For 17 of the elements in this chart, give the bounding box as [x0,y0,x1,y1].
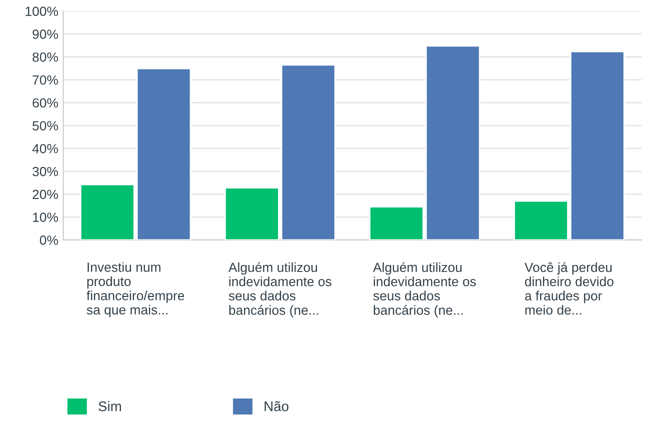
x-tick-label: Alguém utilizou indevidamente os seus dados bancários (ne... [228,262,332,318]
y-tick-label: 0% [40,236,58,245]
x-tick-label: Alguém utilizou indevidamente os seus dados bancários (ne... [372,262,476,318]
y-tick-label: 60% [32,98,58,108]
y-tick-label: 70% [32,75,58,85]
y-tick-label: 40% [32,144,58,154]
y-tick-label: 50% [32,121,58,130]
x-tick-label: Você já perdeu dinheiro devido a fraudes por meio de... [524,262,614,315]
legend-label: Não [264,401,288,412]
x-tick-label: Investiu num produto financeiro/empre sa que mais... [86,262,184,318]
legend-label: Sim [98,401,121,412]
y-tick-label: 20% [32,190,58,200]
y-tick-label: 10% [33,212,58,222]
y-tick-label: 80% [32,52,58,62]
y-tick-label: 30% [32,166,58,176]
y-tick-label: 90% [32,30,58,39]
y-tick-label: 100% [26,6,58,16]
